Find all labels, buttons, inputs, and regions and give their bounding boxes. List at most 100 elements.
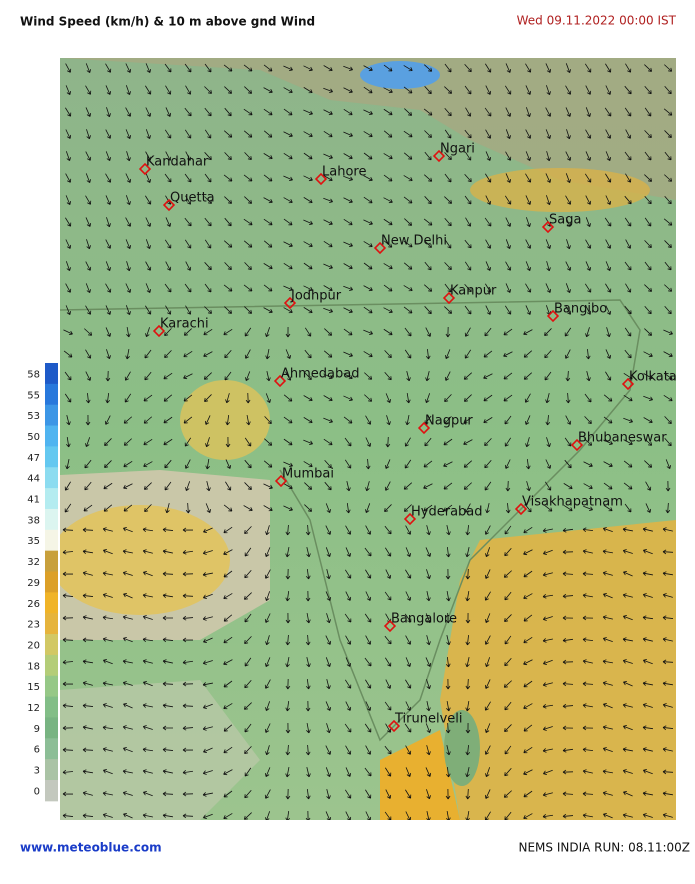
wind-arrow [584, 173, 592, 183]
wind-arrow [243, 505, 253, 512]
wind-arrow [484, 481, 492, 491]
wind-arrow [405, 635, 412, 645]
site-link[interactable]: www.meteoblue.com [20, 841, 162, 855]
wind-arrow [204, 152, 212, 161]
wind-arrow [424, 261, 432, 271]
wind-area [60, 505, 230, 615]
wind-arrow [363, 219, 373, 226]
wind-arrow [404, 613, 412, 623]
wind-arrow [344, 459, 352, 469]
wind-arrow [326, 679, 331, 690]
wind-arrow [645, 481, 652, 491]
wind-arrow [243, 130, 253, 138]
wind-arrow [82, 703, 94, 709]
wind-arrow [263, 174, 273, 182]
wind-arrow [183, 416, 193, 424]
wind-arrow [526, 481, 531, 492]
wind-arrow [323, 240, 333, 248]
wind-arrow [105, 261, 111, 271]
wind-arrow [644, 85, 652, 95]
wind-arrow [602, 681, 613, 686]
wind-arrow [305, 524, 311, 536]
city-label: New Delhi [381, 234, 447, 249]
wind-arrow [585, 261, 592, 271]
wind-arrow [565, 151, 572, 161]
wind-arrow [263, 240, 273, 248]
wind-arrow [484, 811, 491, 820]
wind-arrow [145, 85, 152, 95]
wind-arrow [323, 197, 333, 203]
wind-arrow [122, 769, 133, 774]
wind-arrow [605, 371, 612, 381]
wind-arrow [426, 569, 431, 580]
wind-arrow [285, 524, 291, 536]
wind-arrow [664, 261, 672, 271]
legend-label: 23 [27, 620, 40, 631]
wind-arrow [244, 746, 252, 754]
wind-area [180, 380, 270, 460]
wind-arrow [384, 745, 392, 755]
wind-arrow [586, 371, 591, 382]
wind-arrow [343, 65, 354, 71]
wind-arrow [165, 261, 172, 271]
wind-arrow [142, 527, 154, 532]
wind-arrow [405, 811, 412, 820]
wind-arrow [622, 637, 633, 642]
wind-arrow [443, 461, 453, 468]
wind-arrow [562, 615, 574, 621]
wind-arrow [585, 151, 592, 161]
wind-arrow [585, 129, 592, 139]
wind-arrow [542, 572, 553, 577]
wind-arrow [644, 460, 653, 468]
city-label: Ahmedabad [281, 367, 359, 382]
wind-arrow [523, 769, 533, 776]
wind-arrow [105, 283, 112, 293]
wind-arrow [363, 109, 373, 116]
city-label: Visakhapatnam [522, 495, 623, 510]
wind-arrow [205, 437, 210, 448]
wind-arrow [444, 63, 452, 73]
city-label: Mumbai [282, 467, 334, 482]
wind-arrow [125, 129, 132, 139]
wind-arrow [203, 747, 213, 754]
wind-arrow [283, 108, 293, 116]
wind-arrow [444, 217, 452, 227]
wind-arrow [102, 615, 114, 620]
wind-arrow [343, 328, 353, 336]
wind-arrow [185, 481, 191, 492]
wind-arrow [545, 107, 552, 117]
wind-arrow [264, 569, 271, 579]
wind-arrow [65, 459, 70, 470]
wind-arrow [203, 351, 213, 358]
wind-arrow [82, 659, 93, 664]
wind-arrow [644, 195, 652, 205]
wind-arrow [602, 637, 613, 642]
wind-arrow [202, 726, 213, 731]
wind-arrow [62, 747, 74, 753]
wind-arrow [245, 392, 251, 404]
wind-arrow [145, 129, 151, 140]
wind-arrow [585, 107, 591, 117]
wind-arrow [345, 525, 352, 535]
wind-arrow [203, 328, 213, 336]
wind-arrow [244, 657, 252, 667]
wind-arrow [642, 549, 653, 555]
wind-arrow [343, 241, 353, 248]
wind-arrow [85, 173, 91, 183]
wind-arrow [604, 217, 612, 227]
wind-arrow [404, 218, 413, 226]
wind-arrow [625, 129, 632, 139]
wind-arrow [184, 173, 192, 183]
wind-arrow [202, 770, 213, 775]
wind-arrow [223, 549, 233, 556]
wind-arrow [664, 437, 672, 447]
wind-arrow [163, 394, 173, 402]
wind-arrow [125, 349, 130, 360]
wind-arrow [202, 550, 213, 555]
wind-arrow [122, 659, 133, 664]
wind-arrow [122, 725, 133, 730]
wind-arrow [445, 546, 451, 558]
wind-arrow [444, 416, 452, 425]
wind-arrow [545, 239, 551, 249]
wind-arrow [65, 173, 72, 183]
